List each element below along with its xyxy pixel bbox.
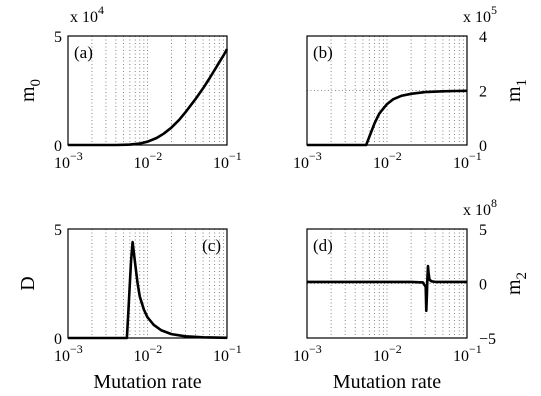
axes-frame xyxy=(67,35,228,146)
y-tick-label: 0 xyxy=(54,138,62,155)
x-tick-label: 10−2 xyxy=(373,342,402,365)
y-multiplier: x 104 xyxy=(70,3,104,26)
x-tick-label: 10−1 xyxy=(453,149,482,172)
x-tick-label: 10−1 xyxy=(453,342,482,365)
panel-label: (a) xyxy=(74,43,93,62)
y-axis-label: m2 xyxy=(503,272,530,295)
data-curve xyxy=(68,240,228,340)
panel-label: (d) xyxy=(313,236,333,255)
y-tick-label: 5 xyxy=(54,29,62,46)
y-tick-label: −5 xyxy=(479,331,496,348)
y-axis-label: D xyxy=(17,276,39,290)
x-tick-label: 10−3 xyxy=(54,342,83,365)
y-axis-label: m0 xyxy=(17,79,44,102)
x-axis-label: Mutation rate xyxy=(333,371,441,393)
x-axis-label: Mutation rate xyxy=(93,371,201,393)
y-tick-label: 0 xyxy=(479,138,487,155)
y-multiplier: x 108 xyxy=(463,196,497,219)
y-tick-label: 5 xyxy=(54,222,62,239)
y-tick-label: 0 xyxy=(479,277,487,294)
data-curve xyxy=(307,89,468,147)
panel-label: (b) xyxy=(313,43,333,62)
x-tick-label: 10−1 xyxy=(213,149,242,172)
axes-frame xyxy=(306,228,468,339)
panel-d: 10−3 10−2 10−1−5 0 5 x 108 m2 Mutation rate (d) xyxy=(293,196,530,393)
x-tick-label: 10−3 xyxy=(293,342,322,365)
y-tick-label: 2 xyxy=(479,84,487,101)
panel-a: 10−3 10−2 10−1 0 5 x 104 m0 (a) xyxy=(17,3,242,172)
x-tick-label: 10−2 xyxy=(134,342,163,365)
data-curve xyxy=(307,264,467,313)
y-multiplier: x 105 xyxy=(463,3,497,26)
x-tick-label: 10−3 xyxy=(54,149,83,172)
x-tick-label: 10−2 xyxy=(373,149,402,172)
y-tick-label: 5 xyxy=(479,222,487,239)
axes-frame xyxy=(306,35,468,146)
panel-label: (c) xyxy=(202,236,221,255)
y-tick-label: 0 xyxy=(54,331,62,348)
data-curve xyxy=(68,48,229,147)
axes-frame xyxy=(67,228,228,339)
panel-c: 10−3 10−2 10−1 0 5 D Mutation rate (c) xyxy=(17,222,242,393)
y-axis-label: m1 xyxy=(503,79,530,102)
x-tick-label: 10−3 xyxy=(293,149,322,172)
y-tick-label: 4 xyxy=(479,29,487,46)
panel-b: 10−3 10−2 10−10 2 4 x 105 m1 (b) xyxy=(293,3,530,172)
x-tick-label: 10−1 xyxy=(213,342,242,365)
x-tick-label: 10−2 xyxy=(134,149,163,172)
